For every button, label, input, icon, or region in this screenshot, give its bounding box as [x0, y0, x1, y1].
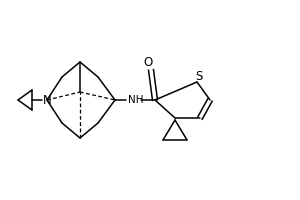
Text: O: O: [143, 55, 153, 68]
Text: N: N: [43, 94, 51, 106]
Text: S: S: [195, 70, 203, 82]
Text: NH: NH: [128, 95, 143, 105]
